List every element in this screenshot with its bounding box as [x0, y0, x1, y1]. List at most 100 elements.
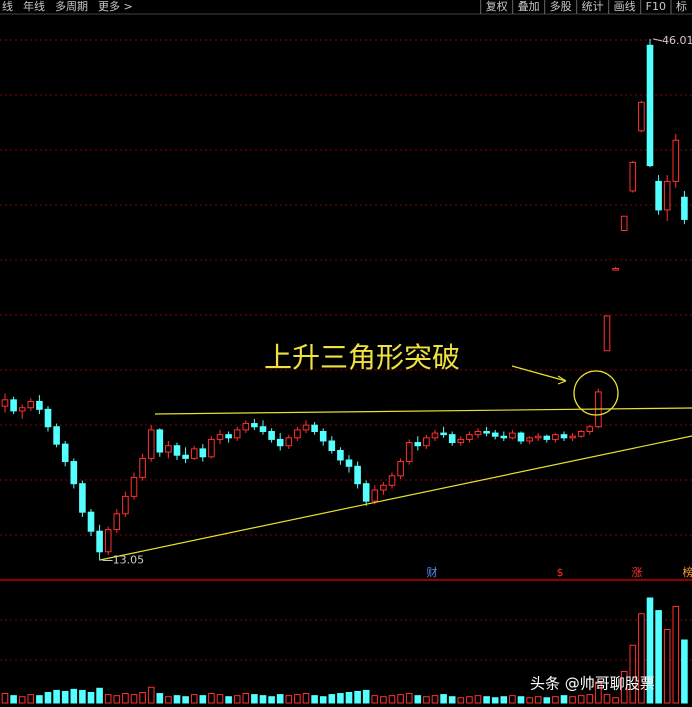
candle-body — [388, 475, 396, 486]
candle-body — [216, 434, 224, 440]
candle-body — [466, 434, 473, 440]
event-marker: $ — [557, 566, 564, 579]
volume-bar — [380, 696, 387, 704]
annotation: 上升三角形突破 — [264, 341, 460, 374]
volume-bar — [182, 696, 189, 704]
toolbar-button[interactable]: F10 — [646, 0, 666, 13]
toolbar-button[interactable]: 统计 — [582, 0, 604, 13]
volume-bar — [612, 697, 619, 704]
volume-bar — [517, 696, 525, 704]
toolbar-button[interactable]: 多股 — [550, 0, 572, 13]
candle-body — [603, 315, 611, 352]
toolbar-button[interactable]: 复权 — [486, 0, 508, 13]
volume-bar — [620, 671, 628, 704]
volume-bar — [70, 688, 78, 704]
volume-bar — [405, 693, 413, 704]
candle-body — [79, 483, 86, 513]
volume-bar — [242, 693, 250, 704]
toolbar-item: 更多 > — [98, 0, 133, 13]
candle-body — [655, 180, 662, 211]
volume-bar — [337, 693, 344, 704]
volume-bar — [36, 695, 43, 704]
volume-bar — [560, 695, 568, 704]
toolbar-button[interactable]: 画线 — [614, 0, 636, 13]
volume-bar — [552, 696, 559, 704]
candle-body — [130, 476, 138, 497]
toolbar — [0, 0, 692, 14]
candle-body — [448, 434, 456, 444]
candle-body — [681, 196, 688, 220]
candle-body — [87, 511, 95, 532]
volume-bar — [311, 695, 318, 704]
volume-bar — [500, 696, 508, 704]
candle-body — [483, 430, 490, 434]
annotation-arrowhead — [557, 375, 567, 385]
volume-bar — [586, 694, 594, 704]
volume-bar — [87, 692, 95, 704]
candle-body — [242, 423, 250, 431]
volume-bar — [61, 690, 69, 704]
resistance-line — [154, 407, 692, 415]
candle-body — [543, 435, 551, 440]
volume-bar — [294, 694, 301, 704]
volume-bar — [190, 694, 198, 704]
volume-bar — [104, 694, 112, 704]
volume-bar — [474, 695, 482, 704]
candle-body — [345, 459, 353, 467]
toolbar-button[interactable]: 标 — [676, 0, 687, 13]
volume-bar — [199, 695, 207, 704]
volume-bar — [526, 697, 533, 704]
candle-body — [147, 429, 155, 459]
volume-bar — [354, 690, 361, 704]
toolbar-item: 线 — [2, 0, 13, 13]
event-marker: 财 — [427, 565, 438, 579]
candle-body — [663, 180, 671, 211]
volume-bar — [165, 696, 172, 704]
toolbar-item: 年线 — [23, 0, 45, 13]
volume-bar — [672, 605, 680, 704]
volume-bar — [79, 689, 86, 704]
candle-body — [517, 432, 525, 442]
volume-bar — [414, 695, 422, 704]
candle-body — [156, 429, 164, 453]
volume-bar — [423, 696, 430, 704]
volume-bar — [208, 693, 215, 704]
candle-body — [569, 435, 576, 439]
volume-bar — [534, 696, 542, 704]
candle-body — [646, 44, 654, 167]
toolbar-button[interactable]: 叠加 — [518, 0, 540, 13]
volume-bar — [543, 697, 551, 704]
volume-bar — [147, 686, 155, 704]
volume-bar — [431, 695, 439, 704]
volume-bar — [319, 696, 327, 704]
volume-bar — [629, 644, 637, 704]
candle-body — [672, 139, 680, 182]
candle-body — [620, 215, 628, 231]
candle-body — [165, 445, 172, 453]
volume-bar — [603, 694, 611, 704]
annotation-arrow — [511, 365, 567, 382]
candle-body — [491, 432, 499, 437]
volume-bar — [483, 696, 490, 704]
candle-body — [612, 267, 619, 271]
candle-body — [311, 424, 318, 432]
volume-bar — [577, 695, 585, 704]
candle-body — [61, 443, 69, 463]
candle-body — [319, 430, 327, 442]
volume-bar — [18, 696, 26, 704]
candle-body — [259, 426, 267, 432]
candle-body — [233, 429, 241, 439]
candle-body — [328, 440, 336, 451]
toolbar-item: 多周期 — [55, 0, 88, 13]
volume-bar — [663, 629, 671, 704]
volume-bar — [225, 696, 232, 704]
candle-body — [500, 435, 508, 439]
candles — [1, 38, 688, 704]
candle-body — [225, 434, 232, 439]
min-label: 13.05 — [113, 553, 145, 566]
candle-body — [208, 438, 215, 458]
volume-bar — [448, 696, 456, 704]
candle-body — [268, 430, 275, 440]
